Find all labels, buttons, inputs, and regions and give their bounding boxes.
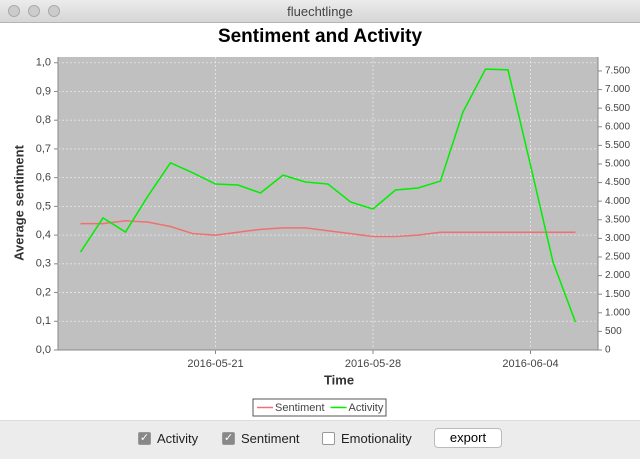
y-tick-label: 0,7 [36, 143, 51, 155]
y-tick-label: 0,3 [36, 258, 51, 270]
series-line [79, 68, 577, 323]
chart-title: Sentiment and Activity [218, 26, 423, 47]
y2-tick-label: 5.500 [605, 140, 630, 151]
y-tick-label: 0,9 [36, 85, 51, 97]
export-button[interactable]: export [434, 428, 502, 448]
y-tick-label: 0,6 [36, 172, 51, 184]
zoom-button[interactable] [48, 5, 60, 17]
y2-tick-label: 3.500 [605, 214, 630, 225]
y2-tick-label: 6.000 [605, 121, 630, 132]
y2-tick-label: 2.000 [605, 270, 630, 281]
chart: Sentiment and Activity Time Average sent… [11, 26, 630, 417]
window-title: fluechtlinge [287, 4, 353, 19]
checkbox-label[interactable]: Sentiment [241, 431, 300, 446]
checkbox-box[interactable] [322, 432, 335, 445]
checkbox[interactable]: Emotionality [322, 431, 412, 446]
checkbox-box[interactable]: ✓ [138, 432, 151, 445]
y2-tick-label: 2.500 [605, 252, 630, 263]
y-axis-label: Average sentiment [11, 144, 26, 261]
checkbox-box[interactable]: ✓ [222, 432, 235, 445]
y-tick-label: 0,4 [36, 229, 51, 241]
checkbox[interactable]: ✓ Activity [138, 431, 198, 446]
series-line [80, 219, 576, 238]
y2-tick-label: 5.000 [605, 159, 630, 170]
y2-tick-label: 4.500 [605, 177, 630, 188]
x-tick-label: 2016-05-21 [187, 358, 243, 370]
legend-box [252, 398, 387, 417]
y-tick-label: 1,0 [36, 57, 51, 69]
y2-tick-label: 500 [605, 326, 622, 337]
close-button[interactable] [8, 5, 20, 17]
plot-area [58, 57, 598, 350]
y-tick-label: 0,8 [36, 114, 51, 126]
y2-tick-label: 1.500 [605, 289, 630, 300]
x-tick-label: 2016-06-04 [502, 358, 558, 370]
x-tick-label: 2016-05-28 [345, 358, 401, 370]
legend-label: Sentiment [275, 402, 325, 414]
y-tick-label: 0,0 [36, 344, 51, 356]
checkbox-label[interactable]: Activity [157, 431, 199, 446]
y-tick-label: 0,2 [36, 286, 51, 298]
control-bar: ✓ Activity ✓ Sentiment Emotionality export [0, 420, 640, 459]
y2-tick-label: 4.000 [605, 196, 630, 207]
y2-tick-label: 3.000 [605, 233, 630, 244]
y2-tick-label: 0 [605, 345, 611, 356]
y2-tick-label: 7.500 [605, 66, 630, 77]
x-axis-label: Time [324, 372, 354, 387]
y2-tick-label: 1.000 [605, 307, 630, 318]
y2-tick-label: 6.500 [605, 103, 630, 114]
y2-tick-label: 7.000 [605, 84, 630, 95]
checkbox-label[interactable]: Emotionality [341, 431, 412, 446]
legend-label: Activity [349, 402, 384, 414]
title-bar: fluechtlinge [0, 0, 640, 23]
minimize-button[interactable] [28, 5, 40, 17]
y-tick-label: 0,5 [36, 200, 51, 212]
checkbox[interactable]: ✓ Sentiment [222, 431, 300, 446]
y-tick-label: 0,1 [36, 315, 51, 327]
